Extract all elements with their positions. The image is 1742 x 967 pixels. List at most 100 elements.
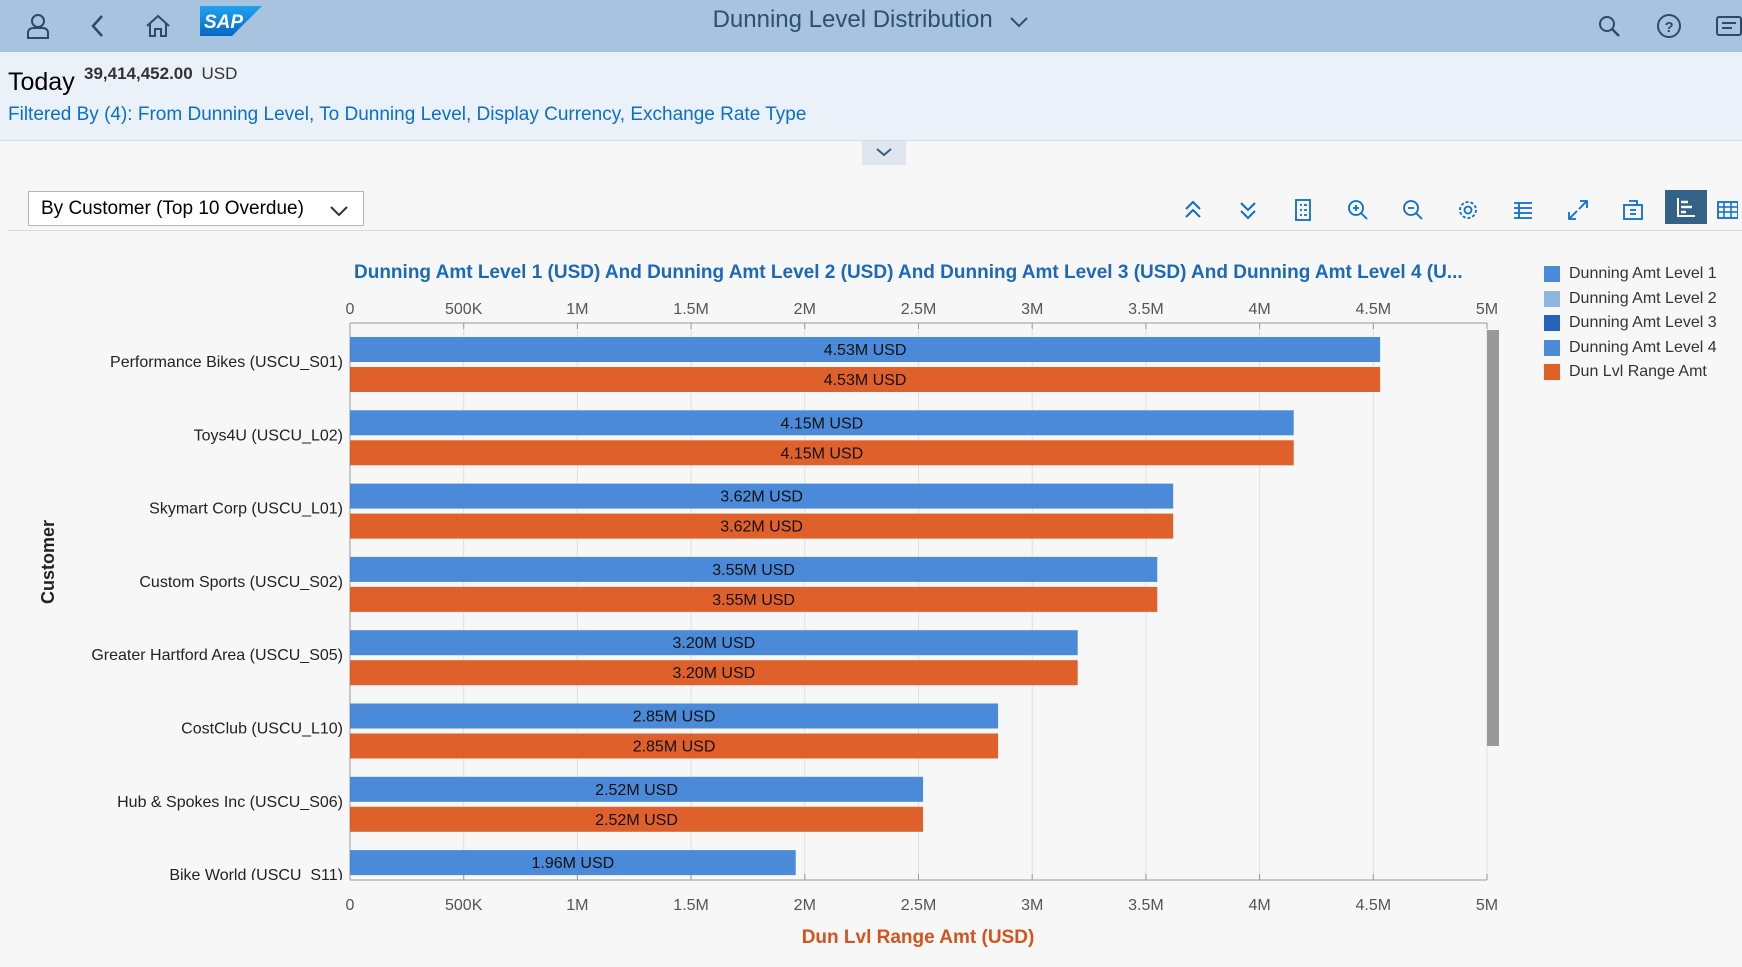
bar-data-label: 2.52M USD <box>595 782 678 799</box>
legend-item[interactable]: Dun Lvl Range Amt <box>1544 360 1717 385</box>
x-tick-label-bottom: 3.5M <box>1128 897 1164 914</box>
page-header <box>0 52 1742 141</box>
y-category-label: Skymart Corp (USCU_L01) <box>149 501 343 518</box>
legend-label: Dunning Amt Level 2 <box>1569 289 1717 307</box>
x-tick-label-bottom: 4M <box>1248 897 1270 914</box>
x-tick-label-top: 4M <box>1248 301 1270 318</box>
zoom-out-icon[interactable] <box>1395 192 1431 228</box>
bar-data-label: 3.62M USD <box>720 519 803 536</box>
table-view-icon[interactable] <box>1712 192 1742 228</box>
bar[interactable] <box>350 630 1078 656</box>
chevron-down-icon <box>875 144 893 162</box>
bar-data-label: 3.55M USD <box>712 592 795 609</box>
expand-all-icon[interactable] <box>1175 192 1211 228</box>
bar[interactable] <box>350 410 1294 436</box>
legend-item[interactable]: Dunning Amt Level 4 <box>1544 336 1717 361</box>
bar[interactable] <box>350 513 1174 539</box>
help-icon[interactable]: ? <box>1649 6 1689 46</box>
bar[interactable] <box>350 776 924 802</box>
bar[interactable] <box>350 733 999 759</box>
export-icon[interactable] <box>1615 192 1651 228</box>
x-tick-label-bottom: 500K <box>445 897 483 914</box>
search-icon[interactable] <box>1589 6 1629 46</box>
svg-text:?: ? <box>1665 19 1674 36</box>
sap-logo[interactable]: SAP <box>200 6 262 36</box>
plot-area: Performance Bikes (USCU_S01) 4.53M USD 4.5… <box>91 337 1381 884</box>
x-tick-label-top: 3.5M <box>1128 301 1164 318</box>
bar-data-label: 1.96M USD <box>532 855 615 872</box>
bar-data-label: 3.20M USD <box>672 635 755 652</box>
legend-item[interactable]: Dunning Amt Level 1 <box>1544 262 1717 287</box>
x-tick-label-top: 3M <box>1021 301 1043 318</box>
bar-data-label: 2.85M USD <box>633 739 716 756</box>
legend-swatch <box>1544 290 1560 307</box>
legend-label: Dunning Amt Level 1 <box>1569 265 1717 283</box>
total-amount: 39,414,452.00 USD <box>84 64 237 84</box>
total-value: 39,414,452.00 <box>84 64 193 83</box>
header-collapse-button[interactable] <box>862 141 906 165</box>
y-category-label: Toys4U (USCU_L02) <box>194 427 343 444</box>
bar[interactable] <box>350 586 1158 612</box>
x-tick-label-top: 1.5M <box>673 301 709 318</box>
bar[interactable] <box>350 850 796 876</box>
settings-icon[interactable] <box>1450 192 1486 228</box>
legend-swatch <box>1544 339 1560 356</box>
x-tick-label-top: 500K <box>445 301 483 318</box>
app-title[interactable]: Dunning Level Distribution <box>0 6 1742 35</box>
chevron-down-icon[interactable] <box>1009 7 1029 35</box>
legend-item[interactable]: Dunning Amt Level 2 <box>1544 287 1717 312</box>
x-tick-label-bottom: 3M <box>1021 897 1043 914</box>
y-category-label: Performance Bikes (USCU_S01) <box>110 354 343 371</box>
legend-label: Dunning Amt Level 3 <box>1569 314 1717 332</box>
bar-data-label: 3.20M USD <box>672 665 755 682</box>
legend-item[interactable]: Dunning Amt Level 3 <box>1544 311 1717 336</box>
details-icon[interactable] <box>1505 192 1541 228</box>
bar[interactable] <box>350 806 924 832</box>
shell-bar: SAP Dunning Level Distribution ? <box>0 0 1742 52</box>
bar[interactable] <box>350 337 1381 362</box>
user-icon[interactable] <box>18 6 58 46</box>
app-title-text: Dunning Level Distribution <box>712 6 993 33</box>
x-tick-label-top: 4.5M <box>1356 301 1392 318</box>
bar[interactable] <box>350 660 1078 686</box>
legend-icon[interactable] <box>1285 192 1321 228</box>
bar-data-label: 2.52M USD <box>595 812 678 829</box>
y-category-label: Greater Hartford Area (USCU_S05) <box>91 647 343 664</box>
bar-data-label: 4.15M USD <box>781 445 864 462</box>
zoom-in-icon[interactable] <box>1340 192 1376 228</box>
bar-data-label: 4.53M USD <box>824 372 907 389</box>
x-tick-label-bottom: 5M <box>1476 897 1498 914</box>
chart-view-icon[interactable] <box>1665 190 1707 224</box>
bar[interactable] <box>350 703 999 729</box>
collapse-all-icon[interactable] <box>1230 192 1266 228</box>
x-tick-label-top: 2M <box>794 301 816 318</box>
bar[interactable] <box>350 556 1158 582</box>
bar[interactable] <box>350 440 1294 466</box>
fullscreen-icon[interactable] <box>1560 192 1596 228</box>
view-selector-dropdown[interactable]: By Customer (Top 10 Overdue) <box>28 191 364 226</box>
y-category-label: Custom Sports (USCU_S02) <box>139 574 343 591</box>
bar-data-label: 4.53M USD <box>824 342 907 359</box>
x-tick-label-bottom: 4.5M <box>1356 897 1392 914</box>
y-category-label: Bike World (USCU_S11) <box>169 867 343 884</box>
x-tick-label-top: 1M <box>566 301 588 318</box>
back-icon[interactable] <box>78 6 118 46</box>
bar-data-label: 3.62M USD <box>720 489 803 506</box>
y-category-label: CostClub (USCU_L10) <box>181 721 343 738</box>
home-icon[interactable] <box>138 6 178 46</box>
toolbar-divider <box>8 230 1742 231</box>
legend-swatch <box>1544 266 1560 283</box>
bar[interactable] <box>350 367 1381 392</box>
chart-legend: Dunning Amt Level 1 Dunning Amt Level 2 Du… <box>1544 262 1717 385</box>
chart-scrollbar[interactable] <box>1487 330 1499 746</box>
x-tick-label-bottom: 1M <box>566 897 588 914</box>
notifications-icon[interactable] <box>1709 6 1742 46</box>
sap-logo-text: SAP <box>204 12 243 33</box>
bar[interactable] <box>350 483 1174 509</box>
filter-summary[interactable]: Filtered By (4): From Dunning Level, To … <box>8 104 807 125</box>
legend-swatch <box>1544 364 1560 381</box>
legend-swatch <box>1544 315 1560 332</box>
legend-label: Dun Lvl Range Amt <box>1569 363 1707 381</box>
x-tick-label-bottom: 1.5M <box>673 897 709 914</box>
x-tick-label-top: 2.5M <box>901 301 937 318</box>
